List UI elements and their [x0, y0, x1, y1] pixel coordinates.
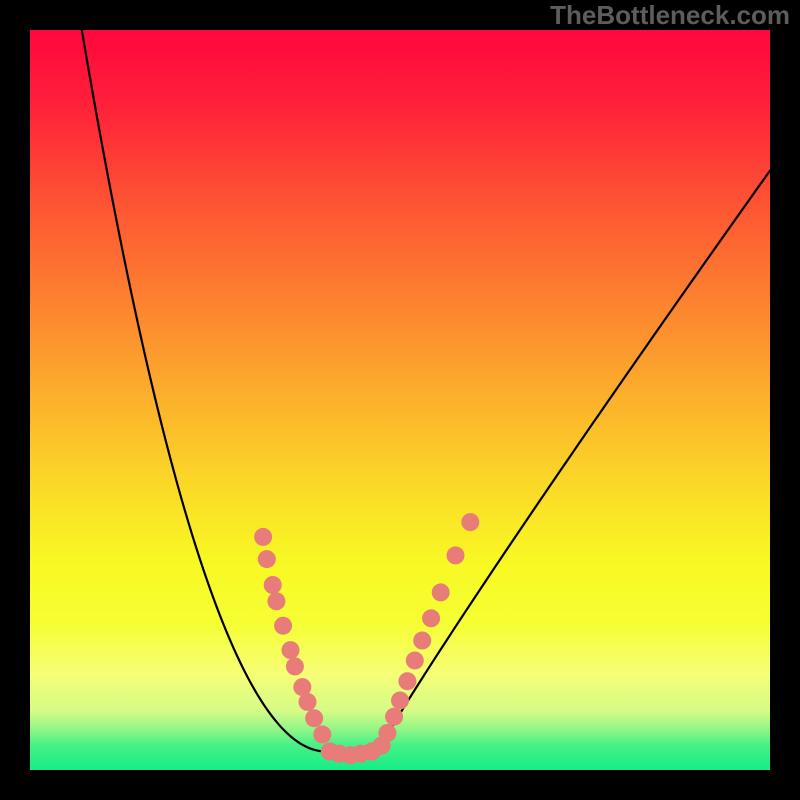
- data-marker: [281, 641, 299, 659]
- data-marker: [313, 725, 331, 743]
- data-marker: [286, 657, 304, 675]
- data-marker: [299, 693, 317, 711]
- data-marker: [267, 592, 285, 610]
- data-marker: [305, 709, 323, 727]
- data-marker: [378, 724, 396, 742]
- data-marker: [385, 708, 403, 726]
- watermark-text: TheBottleneck.com: [550, 0, 790, 31]
- gradient-background: [30, 30, 770, 770]
- data-marker: [258, 550, 276, 568]
- data-marker: [398, 672, 416, 690]
- data-marker: [422, 609, 440, 627]
- data-marker: [447, 546, 465, 564]
- data-marker: [274, 617, 292, 635]
- chart-svg: [30, 30, 770, 770]
- data-marker: [461, 513, 479, 531]
- outer-frame: TheBottleneck.com: [0, 0, 800, 800]
- data-marker: [406, 651, 424, 669]
- data-marker: [264, 576, 282, 594]
- data-marker: [413, 632, 431, 650]
- data-marker: [254, 528, 272, 546]
- data-marker: [391, 691, 409, 709]
- data-marker: [432, 583, 450, 601]
